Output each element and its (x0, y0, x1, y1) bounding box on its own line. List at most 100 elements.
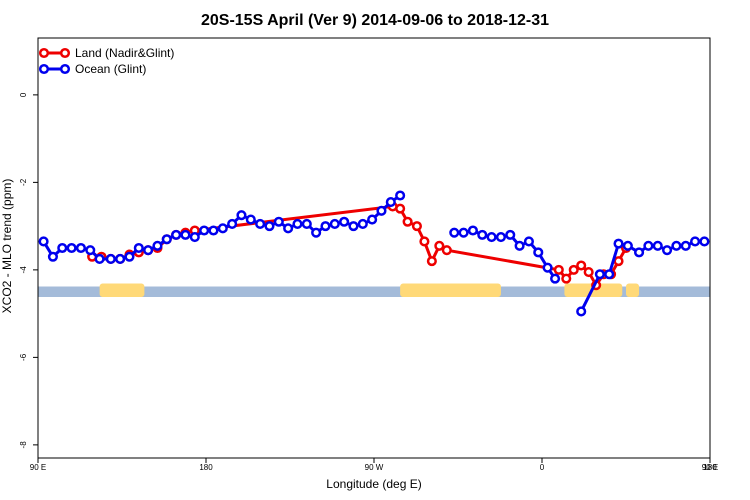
surface-band (38, 283, 710, 297)
ocean-series-point (199, 225, 210, 236)
ocean-series-point (477, 229, 488, 240)
land-series-point (583, 267, 594, 278)
land-series-point (561, 273, 572, 284)
ocean-series-point (467, 225, 478, 236)
ocean-series-point (94, 253, 105, 264)
ocean-series-point (367, 214, 378, 225)
land-series-point (613, 256, 624, 267)
ocean-series-point (301, 218, 312, 229)
ocean-series-point (292, 218, 303, 229)
ocean-series-point (622, 240, 633, 251)
land-band-segment (400, 283, 501, 297)
y-axis: 0 -2 -4 -6 -8 (19, 92, 38, 448)
ocean-series-point (550, 273, 561, 284)
ocean-series-point (38, 236, 49, 247)
ocean-series-point (613, 238, 624, 249)
legend-ocean-marker (38, 63, 50, 75)
ocean-series-point (273, 216, 284, 227)
land-series-point (434, 240, 445, 251)
ocean-series-point (245, 214, 256, 225)
ocean-series-point (690, 236, 701, 247)
ocean-series-point (105, 253, 116, 264)
land-series-point (568, 264, 579, 275)
x-tick-label: 90 W (365, 463, 384, 472)
ocean-series-point (486, 232, 497, 243)
ocean-series-point (523, 236, 534, 247)
land-series-point (426, 256, 437, 267)
legend: Land (Nadir&Glint) Ocean (Glint) (38, 46, 174, 76)
ocean-series-point (133, 242, 144, 254)
ocean-series-point (514, 240, 525, 251)
ocean-series-point (339, 216, 350, 227)
ocean-series-point (143, 245, 154, 256)
ocean-series-point (385, 197, 396, 208)
ocean-series-point (47, 251, 58, 262)
ocean-series-point (458, 227, 469, 238)
ocean-series-point (57, 242, 68, 254)
land-series-point (441, 245, 452, 256)
ocean-series-point (152, 240, 163, 251)
ocean-series-point (311, 227, 322, 238)
ocean-series-point (671, 240, 682, 251)
legend-land-label: Land (Nadir&Glint) (75, 46, 174, 60)
land-series-line (92, 204, 628, 287)
ocean-series-point (264, 221, 275, 232)
ocean-series-point (180, 229, 191, 240)
ocean-series-point (542, 262, 553, 273)
land-series-point (553, 264, 564, 275)
y-tick-label: -2 (19, 178, 28, 186)
land-band-segment (99, 283, 145, 297)
legend-ocean-marker-2 (59, 63, 71, 75)
ocean-series-point (348, 221, 359, 232)
x-tick-label: 0 (540, 463, 545, 472)
ocean-series-point (634, 247, 645, 258)
y-tick-label: -4 (19, 266, 28, 274)
legend-land-marker (38, 47, 50, 59)
ocean-series-point (124, 251, 135, 262)
ocean-series-point (189, 232, 200, 243)
ocean-series-point (533, 247, 544, 258)
ocean-series-point (652, 240, 663, 251)
ocean-series-point (594, 269, 605, 280)
chart-title: 20S-15S April (Ver 9) 2014-09-06 to 2018… (201, 12, 549, 29)
ocean-series-point (505, 229, 516, 240)
ocean-series-point (495, 232, 506, 243)
legend-land-marker-2 (59, 47, 71, 59)
ocean-series-point (329, 218, 340, 229)
land-series-point (402, 216, 413, 227)
ocean-band (38, 286, 710, 297)
x-tick-label: 90 E (30, 463, 46, 472)
land-series-point (419, 236, 430, 247)
x-tick-label: 90 E (702, 463, 718, 472)
ocean-series-point (161, 234, 172, 245)
ocean-series-point (227, 218, 238, 229)
ocean-series-point (680, 240, 691, 251)
series-layer (38, 190, 710, 317)
y-axis-label: XCO2 - MLO trend (ppm) (0, 179, 14, 314)
land-series-point (576, 260, 587, 271)
ocean-series-point (217, 223, 228, 234)
y-tick-label: -8 (19, 441, 28, 449)
ocean-series-point (171, 229, 182, 240)
x-tick-label: 180 (199, 463, 213, 472)
ocean-series-point (643, 240, 654, 251)
legend-ocean-label: Ocean (Glint) (75, 62, 146, 76)
ocean-series-point (283, 223, 294, 234)
ocean-series-point (75, 242, 86, 254)
land-series-point (395, 203, 406, 214)
y-tick-label: -6 (19, 353, 28, 361)
ocean-series-point (576, 306, 587, 317)
ocean-series-point (449, 227, 460, 238)
ocean-series-point (357, 218, 368, 229)
ocean-series-point (208, 225, 219, 236)
ocean-series-point (236, 210, 247, 221)
land-series-point (411, 221, 422, 232)
ocean-series-point (320, 221, 331, 232)
x-axis-label: Longitude (deg E) (326, 477, 421, 491)
ocean-series-point (85, 245, 96, 256)
ocean-series-point (604, 269, 615, 280)
ocean-series-point (662, 245, 673, 256)
ocean-series-point (66, 242, 77, 254)
ocean-series-point (699, 236, 710, 247)
